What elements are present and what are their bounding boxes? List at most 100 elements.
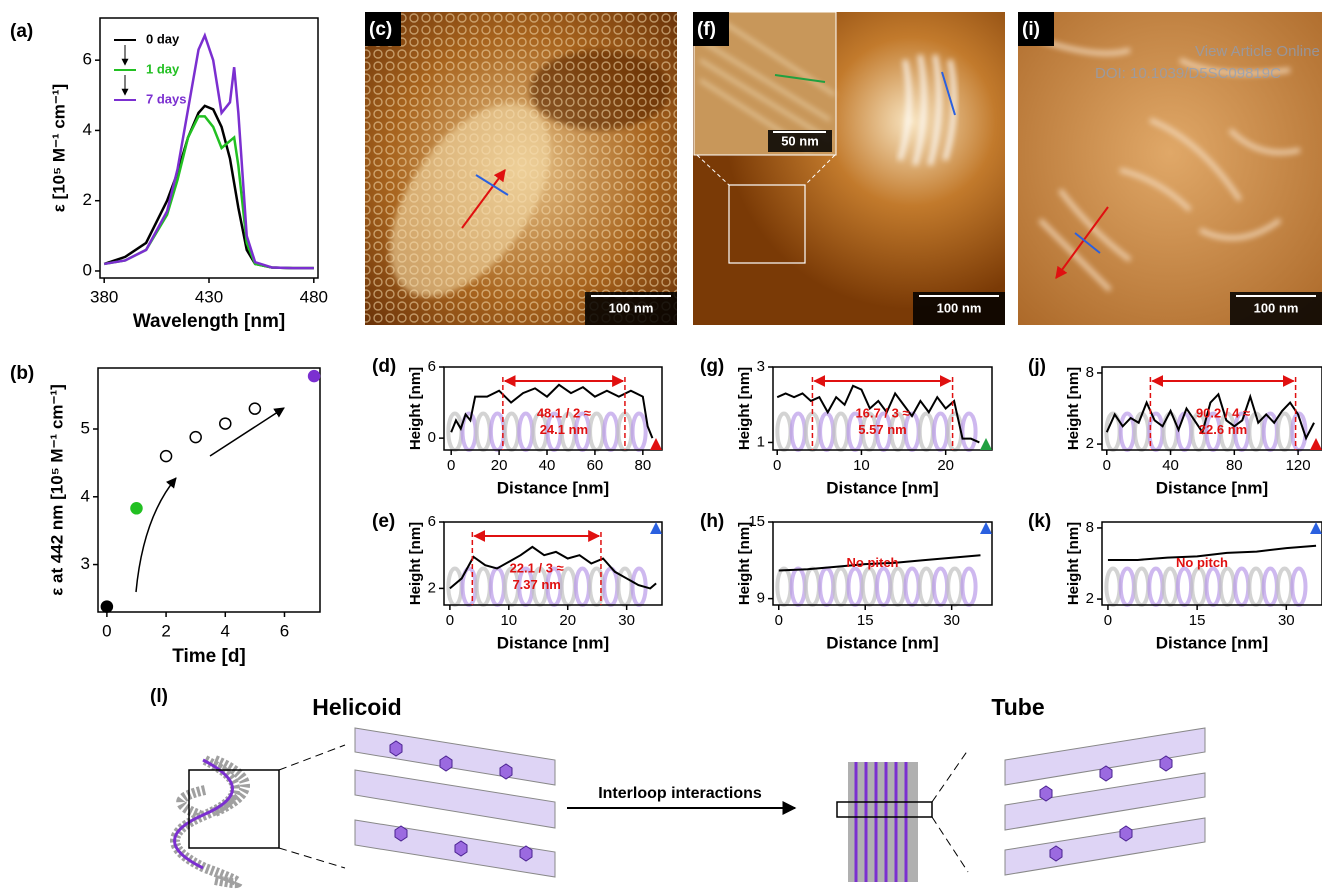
x-tick-label: 0 [102, 621, 111, 640]
x-tick-label: 80 [634, 457, 651, 474]
data-point [307, 369, 321, 383]
molecule-decor [917, 411, 935, 452]
y-tick-label: 5 [81, 418, 90, 437]
axes-frame [443, 366, 663, 451]
molecule-decor [775, 566, 793, 607]
x-tick-label: 20 [937, 457, 954, 474]
watermark: DOI: 10.1039/D5SC09819C [1095, 65, 1281, 82]
data-line [103, 104, 314, 270]
axes-frame [1101, 366, 1322, 451]
annotation: No pitch [1176, 555, 1228, 570]
molecule-decor [488, 411, 506, 452]
molecule-decor [1104, 566, 1122, 607]
molecule-decor [1175, 411, 1194, 452]
x-tick-label: 4 [221, 621, 230, 640]
molecule-decor [1190, 566, 1208, 607]
molecule-decor [517, 411, 535, 452]
x-tick-label: 10 [500, 612, 517, 629]
x-tick-label: 10 [853, 457, 870, 474]
profile-marker [1310, 438, 1322, 450]
molecule-decor [1204, 566, 1222, 607]
chart: 0 10 20 30 2 6 Distance [nm] Height [nm] (e) 22.1… [372, 511, 663, 652]
chart: 0 40 80 120 2 8 Distance [nm] Height [nm] (j) 90.… [1028, 356, 1322, 497]
x-tick-label: 40 [539, 457, 556, 474]
molecule-decor [488, 566, 506, 607]
molecule-decor [474, 566, 492, 607]
x-axis-label: Wavelength [nm] [133, 311, 285, 332]
y-tick-label: 9 [757, 590, 765, 607]
x-tick-label: 30 [1278, 612, 1295, 629]
molecule-decor [946, 566, 964, 607]
data-point [159, 449, 173, 463]
molecule-decor [960, 566, 978, 607]
molecule-decor [1247, 566, 1265, 607]
scale-bar-bg [1230, 292, 1322, 325]
y-tick-label: 0 [428, 429, 436, 446]
y-tick-label: 3 [757, 358, 765, 375]
panel-label: (f) [697, 19, 716, 40]
molecule-decor [1147, 566, 1165, 607]
molecule-decor [889, 566, 907, 607]
data-line [103, 32, 314, 270]
panel-label-bg [693, 12, 729, 46]
x-axis-label: Distance [nm] [826, 633, 938, 652]
data-line [778, 554, 981, 572]
molecule-decor [775, 411, 793, 452]
y-axis-label: Height [nm] [407, 522, 424, 605]
molecule-decor [803, 566, 821, 607]
x-tick-label: 30 [943, 612, 960, 629]
x-tick-label: 0 [446, 612, 454, 629]
y-axis-label: Height [nm] [1065, 367, 1082, 450]
chart: 380 430 480 0 2 4 6 Wavelength [nm] ε [10⁵ M⁻¹ c… [10, 17, 328, 332]
molecule-decor [818, 411, 836, 452]
molecule-decor [503, 411, 521, 452]
x-tick-label: 20 [491, 457, 508, 474]
x-tick-label: 40 [1162, 457, 1179, 474]
x-tick-label: 20 [559, 612, 576, 629]
panel-label: (j) [1028, 356, 1046, 377]
molecule-decor [1118, 566, 1136, 607]
axes-frame [99, 17, 319, 279]
molecule-decor [832, 411, 850, 452]
y-tick-label: 2 [428, 579, 436, 596]
data-point [248, 402, 262, 415]
x-tick-label: 0 [447, 457, 455, 474]
panel-label-bg [365, 12, 401, 46]
scale-bar-label: 100 nm [1254, 300, 1299, 315]
y-tick-label: 2 [1086, 590, 1094, 607]
x-axis-label: Distance [nm] [1156, 478, 1268, 497]
molecule-decor [931, 411, 950, 452]
chart: 0 10 20 1 3 Distance [nm] Height [nm] (g) 16.7 /… [700, 356, 993, 497]
molecule-decor [946, 411, 964, 452]
molecule-decor [789, 566, 807, 607]
profile-marker [650, 522, 662, 534]
data-point [130, 502, 143, 515]
afm-image-c [365, 12, 677, 325]
molecule-decor [1233, 566, 1251, 607]
x-axis-label: Distance [nm] [1156, 633, 1268, 652]
panel-label: (l) [150, 686, 168, 707]
panel-label-bg [1018, 12, 1054, 46]
panel-label: (k) [1028, 511, 1051, 532]
data-point [219, 417, 232, 430]
y-tick-label: 8 [1086, 364, 1094, 381]
y-tick-label: 4 [83, 120, 92, 139]
chart: 0 20 40 60 80 0 6 Distance [nm] Height [nm] (d) 48… [372, 356, 663, 497]
x-tick-label: 15 [857, 612, 874, 629]
arrow-label: Interloop interactions [598, 785, 762, 802]
y-tick-label: 8 [1086, 519, 1094, 536]
molecule-decor [1261, 566, 1279, 607]
panel-label: (a) [10, 21, 33, 42]
x-tick-label: 2 [161, 621, 170, 640]
profile-marker [980, 522, 992, 534]
x-tick-label: 0 [1104, 612, 1112, 629]
data-line [103, 115, 314, 270]
x-tick-label: 380 [90, 287, 118, 306]
annotation: 5.57 nm [858, 422, 906, 437]
x-axis-label: Distance [nm] [826, 478, 938, 497]
data-point [189, 430, 202, 444]
profile-marker [650, 438, 662, 450]
molecule-decor [903, 566, 921, 607]
annotation: 16.7 / 3 ≈ [855, 405, 909, 420]
y-axis-label: ε at 442 nm [10⁵ M⁻¹ cm⁻¹] [47, 384, 66, 596]
